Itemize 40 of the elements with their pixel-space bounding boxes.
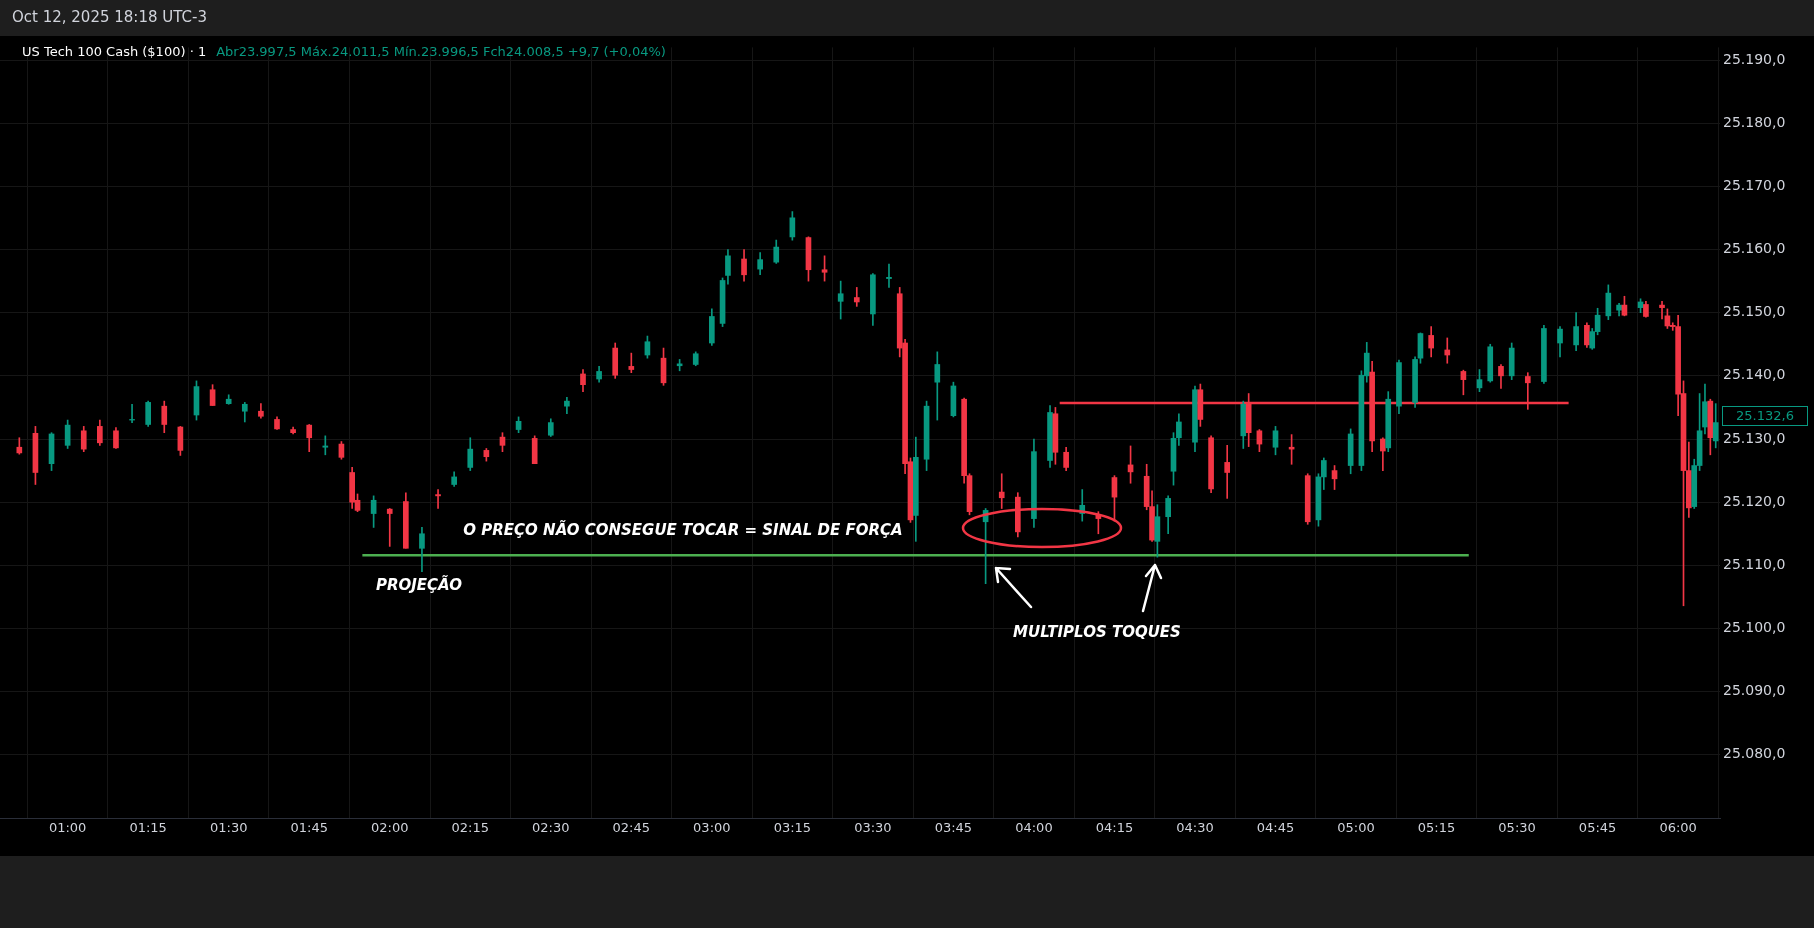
y-tick-label: 25.130,0	[1723, 429, 1786, 446]
x-tick-label: 04:00	[1015, 820, 1053, 836]
x-tick-label: 04:15	[1095, 820, 1134, 836]
x-tick-label: 04:30	[1176, 820, 1214, 836]
y-tick-label: 25.120,0	[1723, 492, 1786, 509]
x-tick-label: 01:15	[129, 820, 167, 836]
y-tick-label: 25.100,0	[1723, 619, 1786, 636]
x-tick-label: 04:45	[1256, 820, 1295, 836]
y-tick-label: 25.080,0	[1723, 745, 1786, 762]
x-tick-label: 05:45	[1578, 820, 1617, 836]
x-tick-label: 03:30	[854, 820, 892, 836]
x-tick-label: 05:15	[1417, 820, 1456, 836]
x-tick-label: 03:00	[693, 820, 731, 836]
x-tick-label: 01:45	[290, 820, 328, 836]
y-tick-label: 25.140,0	[1723, 366, 1786, 383]
chart-title: US Tech 100 Cash ($100) · 1	[22, 44, 207, 59]
annotation: O PREÇO NÃO CONSEGUE TOCAR = SINAL DE FORÇA	[463, 521, 903, 539]
x-tick-label: 02:30	[532, 820, 570, 836]
y-tick-label: 25.170,0	[1723, 177, 1786, 193]
x-tick-label: 05:30	[1498, 820, 1536, 836]
annotation: MULTIPLOS TOQUES	[1013, 623, 1181, 641]
x-tick-label: 01:30	[209, 820, 248, 836]
x-tick-label: 03:15	[773, 820, 812, 836]
x-tick-label: 02:45	[612, 820, 651, 836]
x-tick-label: 05:00	[1337, 820, 1375, 836]
x-tick-label: 02:15	[451, 820, 489, 836]
chart-subtitle: Abr23.997,5 Máx.24.011,5 Mín.23.996,5 Fch24.008,5 +9,7 (+0,04%)	[216, 44, 666, 59]
y-tick-label: 25.160,0	[1723, 240, 1786, 257]
y-tick-label: 25.110,0	[1723, 555, 1786, 572]
y-tick-label: 25.090,0	[1723, 682, 1786, 699]
x-tick-label: 03:45	[934, 820, 973, 836]
y-tick-label: 25.180,0	[1723, 113, 1786, 130]
text: 25.132,6	[1722, 406, 1808, 426]
annotation: PROJEÇÃO	[375, 576, 463, 594]
x-tick-label: 02:00	[371, 820, 409, 836]
y-tick-label: 25.190,0	[1723, 50, 1786, 67]
x-tick-label: 06:00	[1659, 820, 1697, 836]
text: Oct 12, 2025 18:18 UTC-3	[12, 8, 207, 26]
y-tick-label: 25.150,0	[1723, 303, 1786, 320]
x-tick-label: 01:00	[48, 820, 87, 836]
